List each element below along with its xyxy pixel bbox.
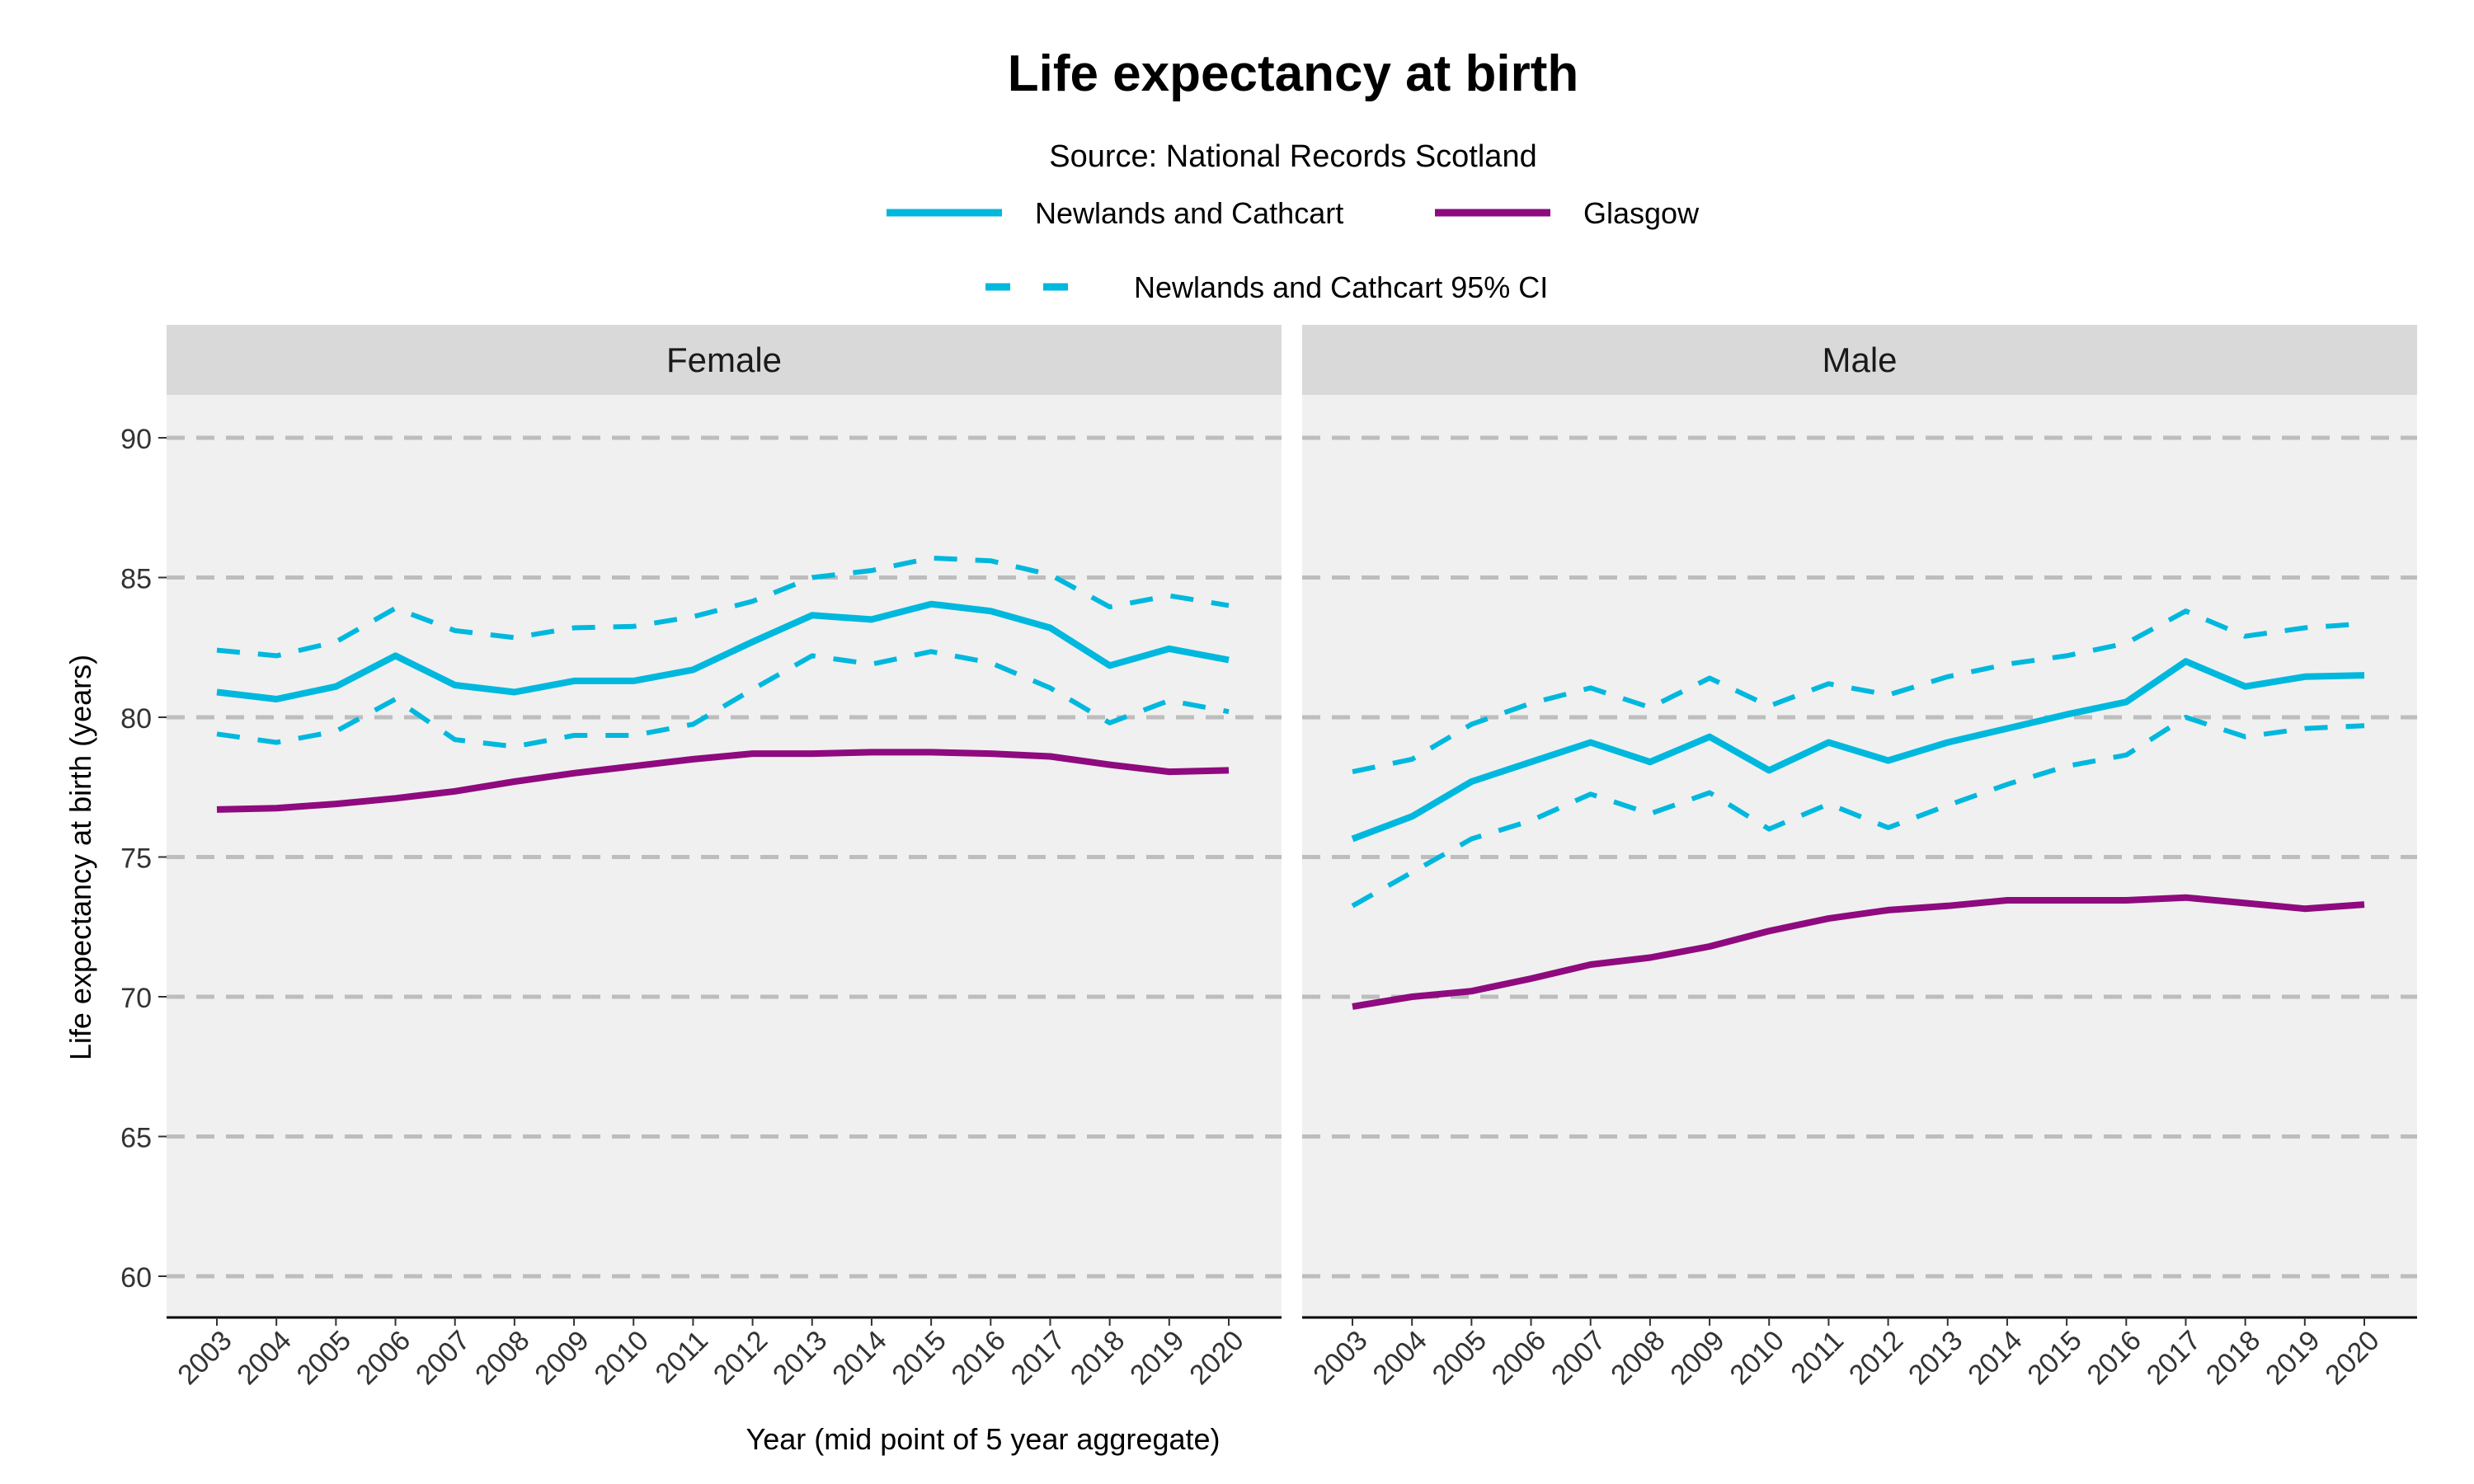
series-line-ci-upper [1352, 608, 2365, 775]
x-tick-label: 2016 [946, 1325, 1012, 1391]
x-tick-label: 2009 [1664, 1325, 1730, 1391]
x-tick-label: 2018 [2200, 1325, 2266, 1391]
series-line-newlands-and-cathcart [216, 600, 1230, 702]
x-tick-label: 2016 [2081, 1325, 2147, 1391]
x-tick-label: 2019 [1124, 1325, 1190, 1391]
y-tick-label: 75 [120, 843, 152, 875]
legend-label: Newlands and Cathcart 95% CI [1134, 270, 1548, 304]
panel-strip [167, 325, 1282, 395]
y-tick-label: 60 [120, 1262, 152, 1294]
chart-subtitle: Source: National Records Scotland [1049, 139, 1536, 174]
x-tick-label: 2013 [1903, 1325, 1968, 1391]
panel-strip-label: Male [1822, 340, 1897, 379]
x-tick-label: 2015 [886, 1325, 952, 1391]
x-tick-label: 2011 [649, 1325, 714, 1390]
x-tick-label: 2008 [469, 1325, 535, 1391]
y-axis-label: Life expectancy at birth (years) [63, 655, 97, 1060]
panel-strip-label: Female [666, 340, 782, 379]
panel-male: Male 200320042005200620072008200920102011… [1302, 325, 2417, 1391]
series-line-ci-lower [216, 649, 1230, 749]
x-tick-label: 2007 [1545, 1325, 1611, 1391]
x-tick-label: 2018 [1065, 1325, 1131, 1391]
x-tick-label: 2007 [410, 1325, 476, 1391]
x-tick-label: 2011 [1785, 1325, 1850, 1390]
x-axis-label: Year (mid point of 5 year aggregate) [745, 1422, 1220, 1456]
x-tick-label: 2014 [1962, 1325, 2028, 1391]
panel-strip [1302, 325, 2417, 395]
y-tick-label: 80 [120, 703, 152, 735]
panel-female: Female 60 65 70 75 80 85 90 20032004200520062007… [120, 325, 1282, 1391]
x-tick-label: 2017 [2141, 1325, 2207, 1391]
panel-background [1302, 395, 2417, 1317]
x-tick-label: 2004 [231, 1325, 297, 1391]
x-tick-label: 2010 [1724, 1325, 1790, 1391]
x-tick-label: 2017 [1005, 1325, 1071, 1391]
panels: Female6065707580859020032004200520062007… [120, 325, 2417, 1391]
x-tick-label: 2005 [1427, 1325, 1493, 1391]
x-tick-label: 2013 [767, 1325, 833, 1391]
chart-title: Life expectancy at birth [1008, 45, 1579, 102]
series-line-newlands-and-cathcart [1351, 658, 2365, 843]
series-line-ci-lower [1351, 715, 2365, 909]
panel-background [167, 395, 1282, 1317]
x-tick-label: 2006 [1486, 1325, 1552, 1391]
x-tick-label: 2008 [1605, 1325, 1671, 1391]
x-tick-label: 2020 [2319, 1325, 2385, 1391]
series-line-glasgow [216, 749, 1230, 813]
y-tick-label: 70 [120, 983, 152, 1014]
x-tick-label: 2006 [350, 1325, 416, 1391]
y-tick-label: 85 [120, 564, 152, 595]
x-tick-label: 2012 [1843, 1325, 1909, 1391]
x-tick-label: 2010 [589, 1325, 655, 1391]
x-tick-label: 2014 [826, 1325, 892, 1391]
x-tick-label: 2020 [1183, 1325, 1249, 1391]
x-tick-label: 2012 [708, 1325, 774, 1391]
series-line-glasgow [1352, 894, 2365, 1010]
x-tick-label: 2019 [2260, 1325, 2326, 1391]
series-line-ci-upper [216, 555, 1230, 659]
legend: Newlands and Cathcart Glasgow Newlands and… [887, 196, 1700, 304]
x-tick-label: 2009 [529, 1325, 595, 1391]
y-tick-label: 65 [120, 1123, 152, 1154]
x-tick-label: 2003 [172, 1325, 238, 1391]
legend-label: Newlands and Cathcart [1035, 196, 1343, 230]
legend-label: Glasgow [1583, 196, 1700, 230]
y-tick-label: 90 [120, 424, 152, 455]
x-tick-label: 2003 [1307, 1325, 1373, 1391]
x-tick-label: 2004 [1366, 1325, 1432, 1391]
x-tick-label: 2015 [2021, 1325, 2087, 1391]
x-tick-label: 2005 [291, 1325, 357, 1391]
